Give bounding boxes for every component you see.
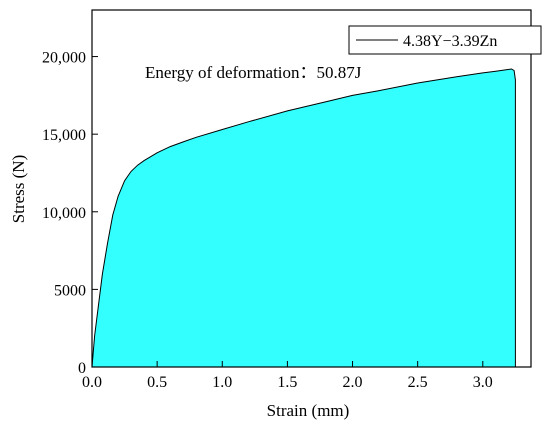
x-axis-label: Strain (mm) xyxy=(267,401,350,420)
x-tick-label: 2.5 xyxy=(408,374,428,391)
y-tick-label: 0 xyxy=(78,360,86,377)
y-tick-label: 10,000 xyxy=(42,205,86,222)
legend-entry: 4.38Y−3.39Zn xyxy=(403,33,497,50)
x-tick-label: 0.5 xyxy=(147,374,167,391)
x-tick-label: 1.5 xyxy=(277,374,297,391)
x-tick-label: 3.0 xyxy=(473,374,493,391)
y-tick-label: 20,000 xyxy=(42,50,86,67)
series-area xyxy=(91,68,516,368)
y-axis-label: Stress (N) xyxy=(9,155,28,223)
plot-frame xyxy=(91,9,532,368)
x-tick-label: 0.0 xyxy=(82,374,102,391)
axes: 0.0 0.5 1.0 1.5 2.0 2.5 3.0 0 5000 10,000 15,000 20… xyxy=(42,9,532,391)
y-tick-label: 15,000 xyxy=(42,127,86,144)
x-tick-label: 2.0 xyxy=(343,374,363,391)
y-tick-label: 5000 xyxy=(54,282,86,299)
plot-area xyxy=(91,68,516,368)
legend: 4.38Y−3.39Zn xyxy=(348,25,542,55)
x-tick-label: 1.0 xyxy=(212,374,232,391)
chart-annotation: Energy of deformation：50.87J xyxy=(145,63,362,82)
